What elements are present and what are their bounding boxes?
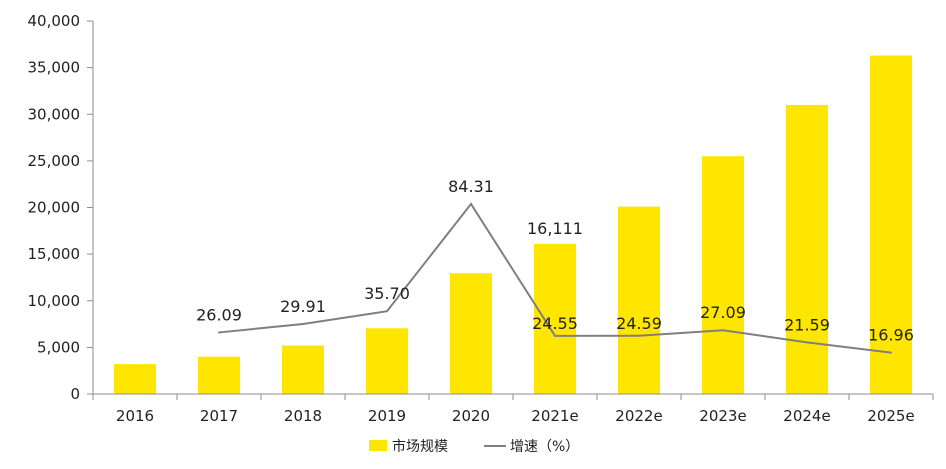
y-tick-label: 5,000 [37,338,80,356]
x-tick-label-2020: 2020 [452,407,490,425]
y-tick-label: 20,000 [28,199,81,217]
growth-point-2023e [722,329,724,332]
x-tick-label-2016: 2016 [116,407,154,425]
data-label-2020: 84.31 [448,177,494,196]
bar-2025e [870,55,912,394]
x-tick-label-2018: 2018 [284,407,322,425]
bar-2017 [198,356,240,394]
x-tick-label-2021e: 2021e [531,407,578,425]
bar-2021e [534,243,576,394]
growth-point-2020 [470,203,472,205]
bar-2016 [114,364,156,394]
data-labels: 26.09 29.91 35.70 84.31 16,111 24.55 24.59 27.0… [196,177,914,345]
data-label-2022e: 24.59 [616,314,662,333]
growth-point-2022e [638,334,640,337]
legend-bar-swatch [369,440,387,451]
growth-line-group [218,202,892,354]
y-tick-label: 15,000 [28,245,81,263]
bar-2024e [786,104,828,395]
y-tick-label: 0 [70,385,80,403]
legend-line-label: 增速（%） [510,439,579,455]
legend-bar-label: 市场规模 [392,438,448,455]
x-tick-label-2022e: 2022e [615,407,662,425]
bar-2023e [702,156,744,394]
bar-2018 [282,345,324,394]
growth-point-2017 [218,331,220,334]
x-tick-label-2019: 2019 [368,407,406,425]
growth-point-2021e [554,334,556,337]
legend: 市场规模 增速（%） [369,438,579,455]
y-tick-label: 30,000 [28,105,81,123]
data-label-2021e: 24.55 [532,314,578,333]
x-tick-label-2025e: 2025e [867,407,914,425]
growth-point-2018 [302,323,304,326]
y-tick-label: 35,000 [28,59,81,77]
data-label-2018: 29.91 [280,297,326,316]
data-label-2019: 35.70 [364,284,410,303]
x-tick-label-2017: 2017 [200,407,238,425]
growth-point-2019 [386,310,388,313]
bar-2020 [450,273,492,394]
bar-2019 [366,328,408,394]
growth-point-2025e [890,351,892,354]
x-tick-label-2023e: 2023e [699,407,746,425]
data-label-2024e: 21.59 [784,315,830,334]
data-label-2025e: 16.96 [868,326,914,345]
bar-group [114,55,912,395]
y-tick-label: 25,000 [28,152,81,170]
axes: 0 5,000 10,000 15,000 20,000 25,000 30,000 35,0… [28,12,934,425]
y-tick-label: 40,000 [28,12,81,30]
y-tick-label: 10,000 [28,292,81,310]
data-label-2021e: 16,111 [527,219,583,238]
bar-2022e [618,206,660,394]
data-label-2023e: 27.09 [700,303,746,322]
growth-point-2024e [806,341,808,344]
x-tick-label-2024e: 2024e [783,407,830,425]
data-label-2017: 26.09 [196,305,242,324]
